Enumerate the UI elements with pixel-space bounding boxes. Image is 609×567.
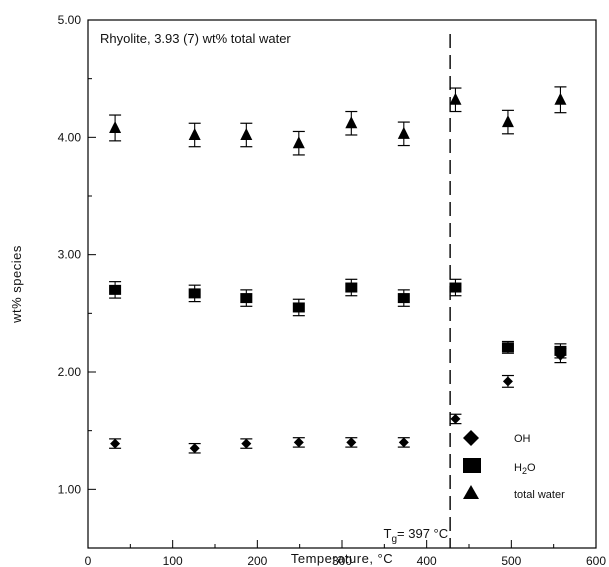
- axis-tick-labels: 0 100 200 300 400 500 600 1.00 2.00 3.00 4.00 5.00: [58, 13, 607, 567]
- legend-h2o-marker: [463, 458, 481, 473]
- data-point-h2o: [397, 293, 410, 304]
- y-tick-label: 1.00: [58, 482, 82, 496]
- data-point-oh: [398, 437, 409, 448]
- x-tick-label: 300: [332, 554, 352, 567]
- data-point-oh: [502, 376, 513, 387]
- data-point-h2o: [240, 293, 253, 304]
- data-point-oh: [450, 413, 461, 424]
- x-tick-label: 500: [501, 554, 521, 567]
- legend-h2o-label: H2O: [514, 462, 536, 476]
- y-tick-label: 3.00: [58, 248, 82, 262]
- data-point-total-water: [449, 92, 462, 105]
- y-tick-label: 5.00: [58, 13, 82, 27]
- data-point-total-water: [397, 126, 410, 139]
- data-point-oh: [346, 437, 357, 448]
- y-axis-label: wt% species: [9, 245, 24, 324]
- legend: OH H2O total water: [463, 430, 565, 501]
- tg-label-rest: = 397 °C: [397, 526, 448, 541]
- legend-total-water-marker: [463, 485, 479, 499]
- data-point-oh: [241, 438, 252, 449]
- y-tick-label: 2.00: [58, 365, 82, 379]
- x-tick-label: 0: [85, 554, 92, 567]
- data-point-h2o: [188, 288, 201, 299]
- x-tick-label: 600: [586, 554, 606, 567]
- legend-oh-label: OH: [514, 433, 531, 445]
- legend-total-water-label: total water: [514, 489, 565, 501]
- data-series: [109, 86, 567, 454]
- series-h2o: [109, 278, 567, 359]
- glass-transition-label: Tg= 397 °C: [384, 526, 449, 545]
- data-point-oh: [189, 443, 200, 454]
- data-point-total-water: [240, 127, 253, 140]
- x-axis-label: Temperature, °C: [291, 551, 393, 566]
- data-point-oh: [110, 438, 121, 449]
- series-total-water: [109, 86, 567, 156]
- x-tick-label: 200: [247, 554, 267, 567]
- data-point-total-water: [292, 136, 305, 149]
- x-tick-label: 400: [417, 554, 437, 567]
- chart-annotation: Rhyolite, 3.93 (7) wt% total water: [100, 31, 291, 46]
- data-point-oh: [293, 437, 304, 448]
- tg-label-base: T: [384, 526, 392, 541]
- data-point-total-water: [109, 120, 122, 133]
- series-oh: [109, 347, 567, 454]
- data-point-total-water: [554, 92, 567, 105]
- legend-oh-marker: [463, 430, 479, 446]
- data-point-total-water: [501, 115, 514, 128]
- data-point-h2o: [554, 345, 567, 356]
- data-point-h2o: [345, 282, 358, 293]
- data-point-h2o: [109, 284, 122, 295]
- data-point-h2o: [449, 282, 462, 293]
- tg-label-subscript: g: [391, 534, 397, 545]
- data-point-h2o: [292, 302, 305, 313]
- data-point-total-water: [188, 127, 201, 140]
- y-tick-label: 4.00: [58, 130, 82, 144]
- data-point-h2o: [501, 342, 514, 353]
- axis-ticks: [87, 19, 597, 548]
- x-tick-label: 100: [163, 554, 183, 567]
- data-point-total-water: [345, 116, 358, 129]
